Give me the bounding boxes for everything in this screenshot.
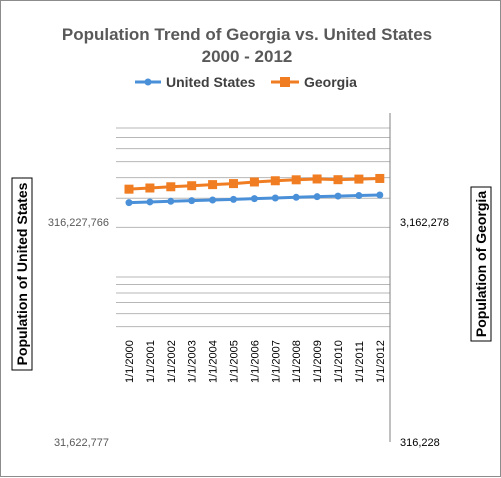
- x-tick-label: 1/1/2008: [291, 340, 303, 383]
- data-point: [270, 176, 280, 186]
- x-tick-label: 1/1/2012: [375, 340, 387, 383]
- x-tick-label: 1/1/2010: [333, 340, 345, 383]
- data-point: [145, 183, 155, 193]
- data-point: [250, 195, 258, 203]
- x-axis-tick-labels: 1/1/2000 1/1/2001 1/1/2002 1/1/2003 1/1/2004…: [124, 340, 387, 383]
- data-point: [125, 199, 133, 207]
- x-tick-label: 1/1/2009: [312, 340, 324, 383]
- left-axis-title-box: Population of United States: [11, 177, 33, 371]
- data-point: [209, 196, 217, 204]
- data-point: [291, 175, 301, 185]
- x-tick-label: 1/1/2007: [270, 340, 282, 383]
- data-point: [166, 182, 176, 192]
- x-tick-label: 1/1/2005: [229, 340, 241, 383]
- legend: United States Georgia: [135, 74, 357, 90]
- x-tick-label: 1/1/2003: [187, 340, 199, 383]
- data-point: [187, 181, 197, 191]
- right-axis-title-frame: [470, 186, 492, 342]
- legend-ga-marker: [280, 77, 290, 87]
- data-point: [230, 195, 237, 203]
- data-point: [146, 198, 154, 206]
- series-layer: [124, 173, 385, 207]
- left-axis-title: Population of United States: [14, 182, 30, 365]
- right-tick-label-top: 3,162,278: [400, 217, 449, 229]
- data-point: [355, 192, 363, 200]
- right-axis-title-box: Population of Georgia: [470, 186, 492, 342]
- data-point: [271, 194, 279, 202]
- left-tick-label-bottom: 31,622,777: [54, 437, 109, 449]
- right-axis-title: Population of Georgia: [473, 191, 489, 337]
- data-point: [334, 192, 342, 200]
- data-point: [229, 179, 238, 189]
- x-tick-label: 1/1/2000: [124, 340, 136, 383]
- left-tick-label-top: 316,227,766: [48, 217, 109, 229]
- chart-title-line1: Population Trend of Georgia vs. United S…: [62, 25, 432, 44]
- data-point: [208, 180, 218, 190]
- x-tick-label: 1/1/2011: [354, 341, 366, 383]
- data-point: [312, 174, 322, 184]
- right-tick-label-bottom: 316,228: [400, 437, 440, 449]
- data-point: [188, 197, 196, 205]
- data-point: [375, 173, 385, 183]
- gridlines: [116, 127, 390, 328]
- data-point: [376, 191, 384, 199]
- data-point: [292, 193, 300, 201]
- data-point: [354, 174, 364, 184]
- legend-ga-label: Georgia: [304, 74, 357, 90]
- x-tick-label: 1/1/2001: [145, 340, 157, 383]
- data-point: [333, 175, 343, 185]
- x-tick-label: 1/1/2006: [249, 340, 261, 383]
- data-point: [313, 193, 321, 201]
- x-tick-label: 1/1/2002: [166, 340, 178, 383]
- x-tick-label: 1/1/2004: [208, 340, 220, 383]
- data-point: [124, 184, 134, 194]
- legend-us-marker: [144, 78, 152, 86]
- data-point: [167, 197, 175, 205]
- chart-title-line2: 2000 - 2012: [202, 47, 293, 66]
- data-point: [249, 177, 259, 187]
- left-axis-title-frame: [11, 177, 33, 371]
- legend-us-label: United States: [166, 74, 256, 90]
